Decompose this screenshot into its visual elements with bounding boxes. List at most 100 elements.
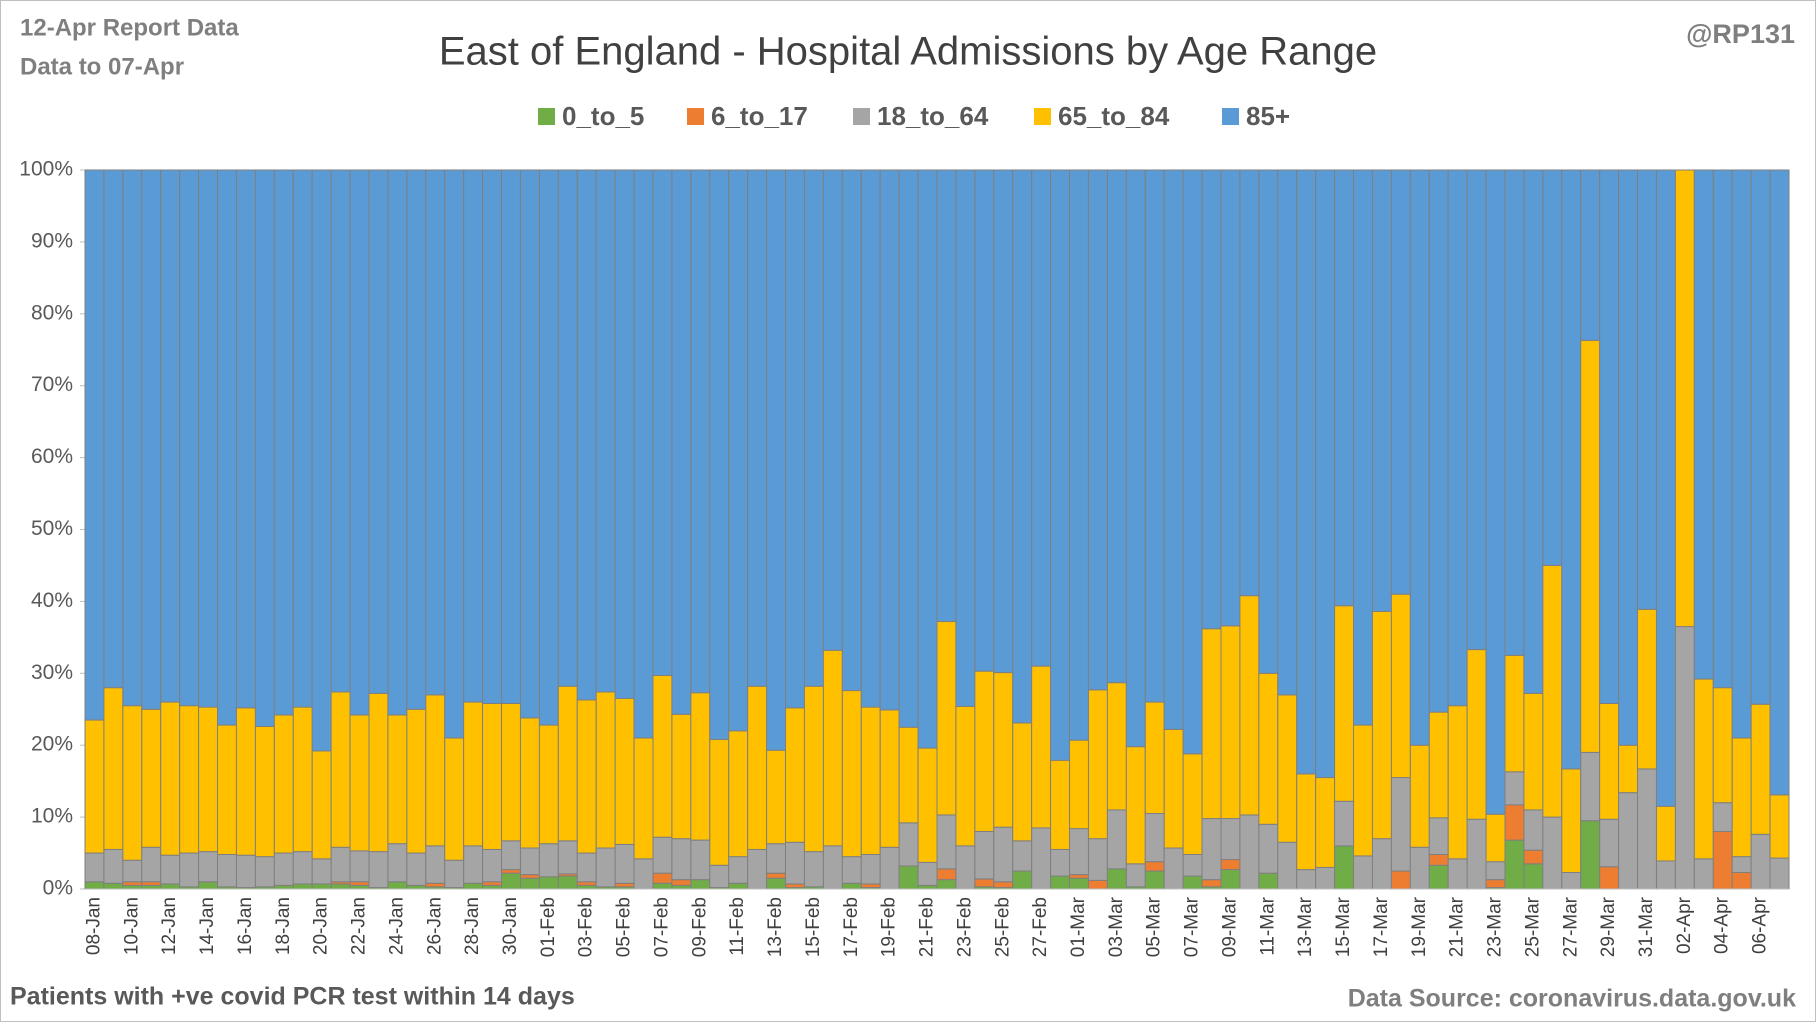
bar-segment <box>595 847 616 888</box>
x-tick-label: 22-Jan <box>349 897 370 955</box>
bar-segment <box>595 169 616 693</box>
bar-segment <box>1542 564 1563 818</box>
bar-segment <box>1637 768 1657 890</box>
bar-segment <box>709 738 730 866</box>
bar-segment <box>633 169 654 739</box>
bar-segment <box>728 882 749 890</box>
bar-segment <box>1561 169 1582 770</box>
bar-segment <box>292 706 313 853</box>
bar-segment <box>1012 722 1033 842</box>
bar-segment <box>898 169 919 728</box>
bar-segment <box>1712 802 1733 832</box>
x-tick-label: 06-Apr <box>1750 896 1771 954</box>
bar-segment <box>84 881 105 890</box>
x-tick-label: 01-Mar <box>1068 896 1089 957</box>
bar-segment <box>1220 625 1241 820</box>
bar-segment <box>519 717 540 849</box>
bar-segment <box>538 169 559 726</box>
bar-segment <box>273 714 294 854</box>
bar-segment <box>747 169 768 687</box>
bar-segment <box>254 169 275 728</box>
bar-segment <box>1523 692 1544 811</box>
bar-segment <box>633 858 654 890</box>
bar-segment <box>330 883 351 890</box>
x-tick-label: 10-Jan <box>121 897 142 955</box>
x-tick-label: 14-Jan <box>197 897 218 955</box>
bar-segment <box>974 670 995 832</box>
bar-segment <box>254 856 275 888</box>
bar-segment <box>349 881 370 886</box>
bar-segment <box>1031 827 1052 890</box>
bar-segment <box>1523 809 1544 851</box>
bar-segment <box>576 884 597 890</box>
bar-segment <box>1769 857 1790 890</box>
bar-segment <box>652 169 673 676</box>
x-tick-label: 30-Jan <box>500 897 521 955</box>
bar-segment <box>1258 672 1279 825</box>
legend-swatch <box>1222 108 1239 125</box>
bar-segment <box>1087 838 1108 881</box>
bar-segment <box>1731 737 1752 858</box>
bar-segment <box>463 882 484 890</box>
bar-segment <box>1769 794 1790 859</box>
bar-segment <box>955 705 976 847</box>
bar-segment <box>425 694 446 847</box>
x-tick-label: 20-Jan <box>311 897 332 955</box>
bar-segment <box>1428 169 1449 713</box>
x-tick-label: 25-Feb <box>992 897 1013 957</box>
bar-segment <box>406 852 427 886</box>
x-tick-label: 04-Apr <box>1712 896 1733 954</box>
bar-segment <box>841 169 862 692</box>
bar-segment <box>482 881 503 886</box>
x-tick-label: 05-Feb <box>614 897 635 957</box>
bar-segment <box>1258 169 1279 674</box>
legend-swatch <box>853 108 870 125</box>
y-tick-label: 40% <box>31 589 73 612</box>
bar-segment <box>1258 872 1279 890</box>
bar-segment <box>1542 816 1563 890</box>
x-tick-label: 23-Feb <box>954 897 975 957</box>
bar-segment <box>1106 682 1127 811</box>
bar-segment <box>841 882 862 890</box>
y-tick-label: 0% <box>43 877 73 900</box>
bar-segment <box>538 876 559 890</box>
bar-segment <box>955 845 976 890</box>
bar-segment <box>122 884 143 890</box>
bar-segment <box>444 737 465 861</box>
bar-segment <box>501 840 521 871</box>
bar-segment <box>576 852 597 883</box>
bar-segment <box>103 882 124 890</box>
x-tick-label: 25-Mar <box>1522 896 1543 957</box>
bar-segment <box>822 845 843 890</box>
bar-segment <box>217 724 237 855</box>
bar-segment <box>690 692 711 841</box>
bar-segment <box>273 852 294 886</box>
y-tick-label: 80% <box>31 301 73 324</box>
bar-segment <box>803 685 824 853</box>
bar-segment <box>217 169 237 726</box>
bar-segment <box>785 841 805 885</box>
bar-segment <box>1504 169 1525 656</box>
x-tick-label: 05-Mar <box>1144 896 1165 957</box>
x-tick-label: 17-Mar <box>1371 896 1392 957</box>
bar-segment <box>974 169 995 672</box>
bar-segment <box>84 169 105 721</box>
x-tick-label: 01-Feb <box>538 897 559 957</box>
x-tick-label: 09-Feb <box>689 897 710 957</box>
bar-segment <box>1428 853 1449 866</box>
bar-segment <box>1674 169 1695 628</box>
bar-segment <box>614 697 635 845</box>
bar-segment <box>841 856 862 884</box>
bar-segment <box>1050 169 1071 761</box>
x-tick-label: 02-Apr <box>1674 896 1695 954</box>
bar-segment <box>1106 169 1127 684</box>
bar-segment <box>538 724 559 845</box>
bar-segment <box>1201 879 1222 888</box>
bar-segment <box>311 883 332 890</box>
bar-segment <box>1428 864 1449 890</box>
bar-segment <box>955 169 976 707</box>
x-tick-label: 11-Feb <box>727 897 748 956</box>
bar-segment <box>1485 813 1506 863</box>
bar-segment <box>614 169 635 699</box>
bar-segment <box>671 838 692 881</box>
